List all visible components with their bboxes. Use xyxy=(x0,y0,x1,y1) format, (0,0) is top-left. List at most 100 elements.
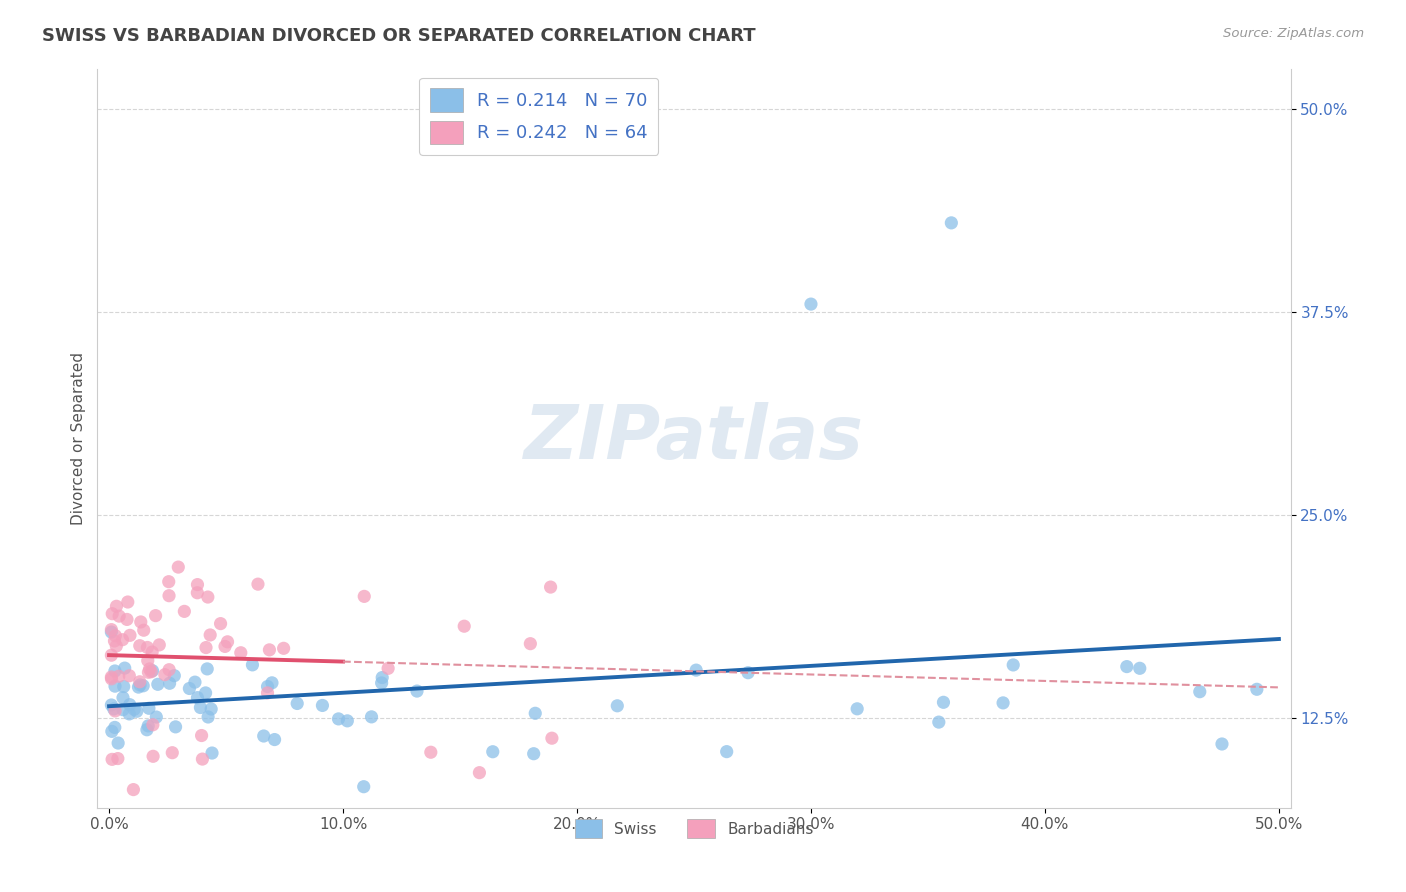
Point xyxy=(186,690,208,705)
Point xyxy=(524,706,547,721)
Point xyxy=(115,612,138,626)
Point xyxy=(328,712,350,726)
Point xyxy=(122,702,145,716)
Point xyxy=(111,703,134,717)
Point xyxy=(991,696,1014,710)
Point xyxy=(201,746,224,760)
Point xyxy=(541,731,564,746)
Point xyxy=(246,577,269,591)
Point xyxy=(453,619,475,633)
Point xyxy=(101,752,124,766)
Point xyxy=(111,690,134,705)
Point xyxy=(195,662,218,676)
Point xyxy=(214,640,236,654)
Point xyxy=(145,608,167,623)
Point xyxy=(141,665,163,679)
Point xyxy=(523,747,546,761)
Point xyxy=(273,641,295,656)
Point xyxy=(129,615,152,629)
Point xyxy=(353,780,375,794)
Point xyxy=(606,698,628,713)
Point xyxy=(253,729,276,743)
Point xyxy=(100,672,122,686)
Point xyxy=(103,634,125,648)
Point xyxy=(191,752,214,766)
Point xyxy=(129,678,152,692)
Point xyxy=(184,675,207,690)
Point xyxy=(737,665,759,680)
Point xyxy=(118,628,141,642)
Point xyxy=(1246,682,1268,697)
Point xyxy=(242,657,264,672)
Point xyxy=(173,604,195,618)
Point xyxy=(179,681,201,696)
Point xyxy=(685,663,707,677)
Point xyxy=(136,654,159,668)
Point xyxy=(142,749,165,764)
Point xyxy=(846,702,869,716)
Point xyxy=(118,698,141,712)
Point xyxy=(159,676,181,690)
Point xyxy=(107,736,129,750)
Point xyxy=(128,639,150,653)
Point xyxy=(100,698,122,712)
Point xyxy=(101,607,124,621)
Point xyxy=(260,676,283,690)
Legend: Swiss, Barbadians: Swiss, Barbadians xyxy=(568,813,820,845)
Point xyxy=(104,679,127,693)
Point xyxy=(138,662,160,676)
Point xyxy=(163,668,186,682)
Point xyxy=(229,646,252,660)
Text: Source: ZipAtlas.com: Source: ZipAtlas.com xyxy=(1223,27,1364,40)
Point xyxy=(100,648,122,663)
Point xyxy=(1129,661,1152,675)
Point xyxy=(127,680,149,694)
Point xyxy=(336,714,359,728)
Point xyxy=(285,697,308,711)
Point xyxy=(256,680,278,694)
Point xyxy=(377,661,399,675)
Point xyxy=(148,638,170,652)
Point xyxy=(135,723,157,737)
Point xyxy=(198,628,221,642)
Point xyxy=(128,674,150,689)
Point xyxy=(153,667,176,681)
Point xyxy=(190,729,212,743)
Point xyxy=(540,580,562,594)
Point xyxy=(112,680,135,694)
Point xyxy=(1002,657,1025,672)
Point xyxy=(108,609,131,624)
Point xyxy=(194,686,217,700)
Point xyxy=(114,661,136,675)
Point xyxy=(360,710,382,724)
Point xyxy=(263,732,285,747)
Point xyxy=(370,676,392,690)
Text: SWISS VS BARBADIAN DIVORCED OR SEPARATED CORRELATION CHART: SWISS VS BARBADIAN DIVORCED OR SEPARATED… xyxy=(42,27,756,45)
Point xyxy=(311,698,333,713)
Point xyxy=(157,589,180,603)
Point xyxy=(186,577,208,591)
Point xyxy=(141,645,163,659)
Point xyxy=(118,669,141,683)
Point xyxy=(117,595,139,609)
Point xyxy=(105,639,128,653)
Point xyxy=(371,671,394,685)
Point xyxy=(146,677,169,691)
Point xyxy=(190,700,212,714)
Point xyxy=(197,710,219,724)
Point xyxy=(138,701,160,715)
Point xyxy=(353,590,375,604)
Point xyxy=(122,782,145,797)
Point xyxy=(195,640,218,655)
Point xyxy=(132,679,155,693)
Y-axis label: Divorced or Separated: Divorced or Separated xyxy=(72,351,86,524)
Point xyxy=(217,635,239,649)
Point xyxy=(406,684,429,698)
Point xyxy=(419,745,441,759)
Point xyxy=(136,719,159,733)
Point xyxy=(157,663,180,677)
Point xyxy=(468,765,491,780)
Point xyxy=(101,724,124,739)
Point xyxy=(481,745,503,759)
Point xyxy=(941,216,963,230)
